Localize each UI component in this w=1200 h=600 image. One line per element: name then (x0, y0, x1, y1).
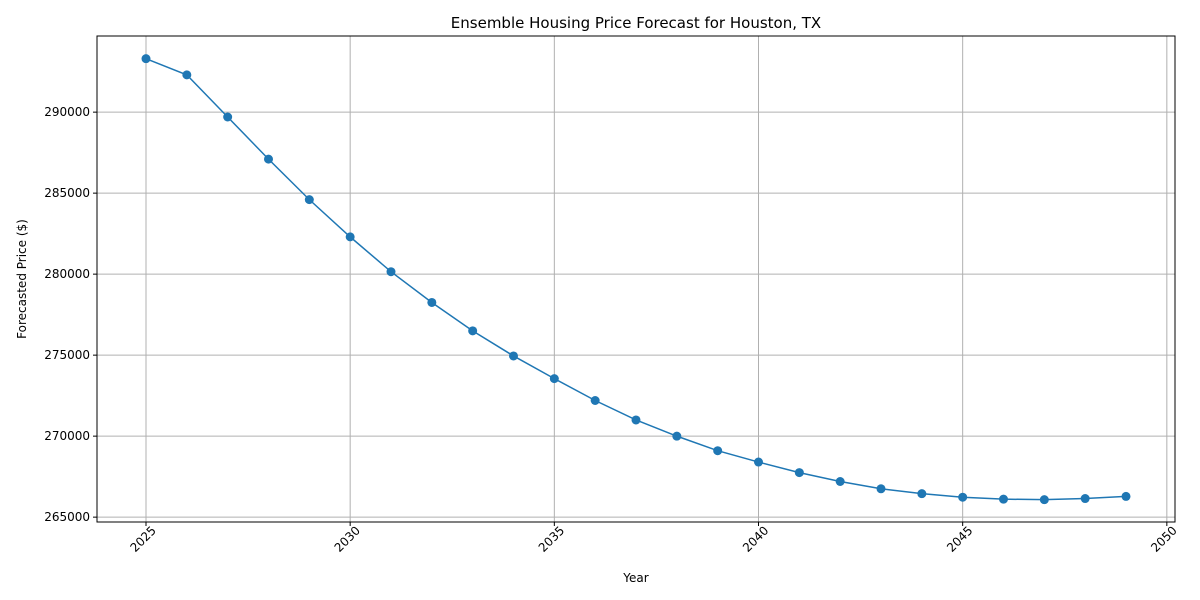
grid-lines (97, 36, 1175, 522)
data-point (427, 297, 437, 307)
data-point (754, 457, 763, 467)
data-point (917, 489, 927, 499)
data-point (264, 154, 273, 164)
x-tick-label: 2050 (1148, 523, 1179, 554)
x-tick-label: 2045 (944, 523, 975, 554)
data-point (386, 267, 396, 277)
data-point (345, 232, 355, 242)
x-tick-label: 2040 (740, 523, 771, 554)
x-axis-ticks: 2025 2030 2035 2040 2045 2050 (127, 522, 1180, 555)
y-tick-label: 280000 (44, 267, 90, 281)
x-tick-label: 2025 (127, 523, 158, 554)
data-point (672, 431, 682, 441)
y-tick-label: 275000 (44, 348, 90, 362)
y-tick-label: 265000 (44, 510, 90, 524)
data-point (1121, 491, 1131, 501)
data-point (1039, 495, 1049, 505)
data-point (141, 54, 151, 64)
series-line (145, 57, 1127, 501)
x-tick-label: 2030 (332, 523, 363, 554)
y-tick-label: 285000 (44, 186, 90, 200)
y-tick-label: 270000 (44, 429, 90, 443)
data-point (590, 396, 600, 405)
x-axis-label: Year (622, 571, 648, 585)
data-point (1080, 494, 1090, 504)
data-point (182, 70, 192, 80)
data-point (631, 415, 641, 425)
data-point (509, 351, 518, 361)
y-axis-ticks: 265000 270000 275000 280000 285000 290000 (44, 105, 97, 524)
data-point (835, 477, 845, 486)
plot-frame (96, 35, 1176, 523)
data-point (876, 484, 886, 494)
chart-title: Ensemble Housing Price Forecast for Hous… (451, 14, 821, 32)
y-tick-label: 290000 (44, 105, 90, 119)
data-point (958, 492, 968, 502)
data-point (999, 494, 1008, 504)
data-point (304, 195, 314, 205)
data-point (468, 326, 478, 336)
data-point (713, 446, 723, 456)
data-point (794, 468, 804, 478)
y-axis-label: Forecasted Price ($) (15, 219, 29, 339)
data-points (141, 54, 1131, 505)
x-tick-label: 2035 (536, 523, 567, 554)
data-point (223, 112, 233, 122)
data-point (549, 374, 559, 384)
